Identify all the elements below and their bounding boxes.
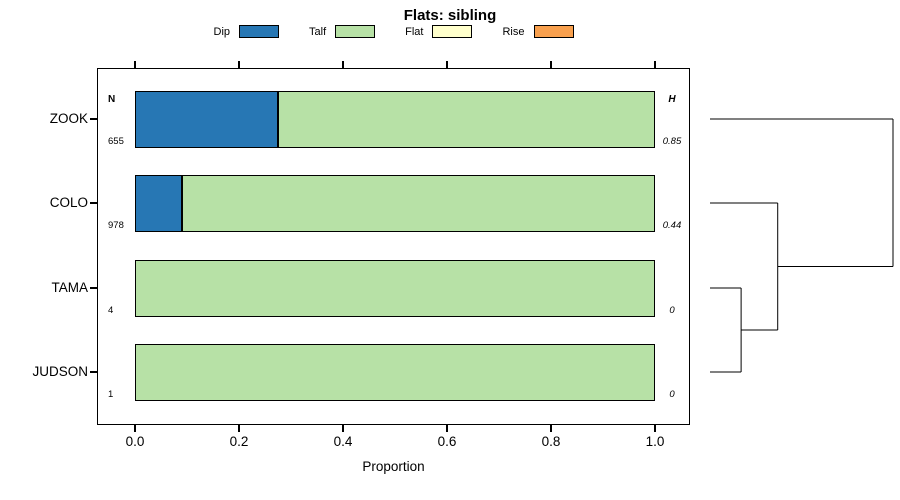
x-tick-top [134, 61, 136, 68]
legend-label: Rise [502, 25, 525, 38]
legend-swatch-rise [533, 25, 574, 38]
y-tick [90, 371, 97, 373]
chart-title: Flats: sibling [403, 7, 497, 24]
x-tick-top [446, 61, 448, 68]
x-tick-top [238, 61, 240, 68]
h-value: 0.85 [662, 135, 682, 147]
bar-segment-talf [135, 259, 655, 317]
y-tick [90, 202, 97, 204]
legend-label: Talf [309, 25, 327, 38]
legend-label: Dip [213, 25, 231, 38]
x-tick-label: 0.4 [333, 434, 353, 449]
h-value: 0 [669, 388, 675, 400]
x-tick-label: 0.2 [229, 434, 249, 449]
bar-segment-talf [278, 90, 655, 148]
bar-segment-talf [135, 343, 655, 401]
legend-item-rise: Rise [502, 25, 574, 38]
x-tick-top [654, 61, 656, 68]
h-value: 0.44 [662, 219, 682, 231]
x-tick-label: 0.6 [437, 434, 457, 449]
bar-segment-talf [181, 174, 655, 232]
y-tick [90, 118, 97, 120]
legend-label: Flat [405, 25, 424, 38]
h-value: 0 [669, 304, 675, 316]
legend-swatch-talf [335, 25, 376, 38]
plot-box [97, 68, 690, 425]
legend: Dip Talf Flat Rise [97, 25, 690, 38]
legend-item-dip: Dip [214, 25, 280, 38]
y-axis-label: COLO [49, 195, 88, 210]
x-tick [342, 425, 344, 432]
x-tick [134, 425, 136, 432]
x-tick-label: 0.0 [125, 434, 145, 449]
x-tick [550, 425, 552, 432]
x-tick-top [550, 61, 552, 68]
legend-swatch-flat [432, 25, 473, 38]
x-tick-top [342, 61, 344, 68]
x-axis-title: Proportion [362, 459, 425, 474]
n-value: 655 [108, 135, 124, 147]
x-tick [446, 425, 448, 432]
x-tick-label: 1.0 [645, 434, 665, 449]
y-tick [90, 287, 97, 289]
y-axis-label: JUDSON [32, 364, 88, 379]
x-tick-label: 0.8 [541, 434, 561, 449]
n-value: 4 [108, 304, 114, 316]
bar-segment-dip [135, 174, 182, 232]
n-column-header: N [108, 93, 116, 105]
x-tick [238, 425, 240, 432]
y-axis-label: TAMA [51, 280, 89, 295]
x-tick [654, 425, 656, 432]
n-value: 978 [108, 219, 124, 231]
y-axis-label: ZOOK [49, 111, 88, 126]
h-column-header: H [668, 93, 676, 105]
legend-item-talf: Talf [309, 25, 376, 38]
legend-swatch-dip [239, 25, 280, 38]
bar-segment-dip [135, 90, 278, 148]
n-value: 1 [108, 388, 114, 400]
legend-item-flat: Flat [405, 25, 473, 38]
